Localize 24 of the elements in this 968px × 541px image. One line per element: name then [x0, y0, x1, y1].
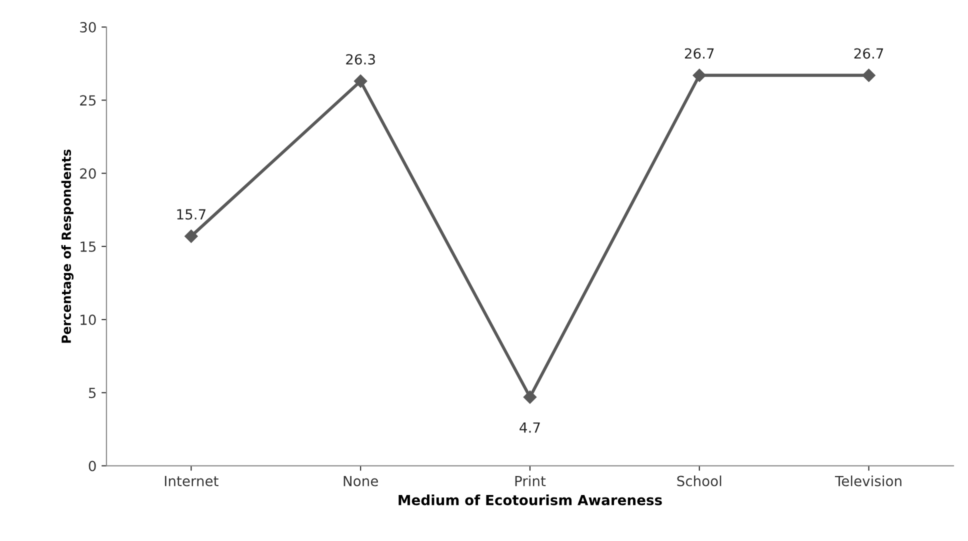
y-tick-label: 30 — [80, 22, 96, 33]
data-label: 15.7 — [177, 209, 206, 220]
data-label: 26.7 — [684, 48, 714, 59]
point — [523, 390, 537, 404]
point — [184, 230, 198, 243]
y-tick-label: 5 — [88, 388, 96, 398]
x-axis-title: Medium of Ecotourism Awareness — [398, 494, 662, 506]
x-tick-label: Television — [834, 476, 902, 486]
point — [354, 74, 368, 88]
y-tick-label: 15 — [80, 242, 96, 252]
y-tick-label: 0 — [88, 460, 96, 472]
data-label: 4.7 — [520, 422, 540, 433]
x-tick-label: None — [344, 476, 378, 486]
y-tick-label: 25 — [80, 95, 96, 106]
y-axis-title: Percentage of Respondents — [61, 150, 74, 343]
x-tick-label: Print — [515, 476, 546, 486]
y-tick-label: 10 — [80, 314, 96, 326]
y-tick-label: 20 — [80, 168, 96, 179]
data-label: 26.7 — [854, 48, 884, 59]
point — [692, 68, 706, 82]
data-label: 26.3 — [346, 54, 375, 65]
x-tick-label: School — [677, 476, 722, 486]
point — [862, 68, 876, 82]
x-tick-label: Internet — [164, 476, 218, 486]
